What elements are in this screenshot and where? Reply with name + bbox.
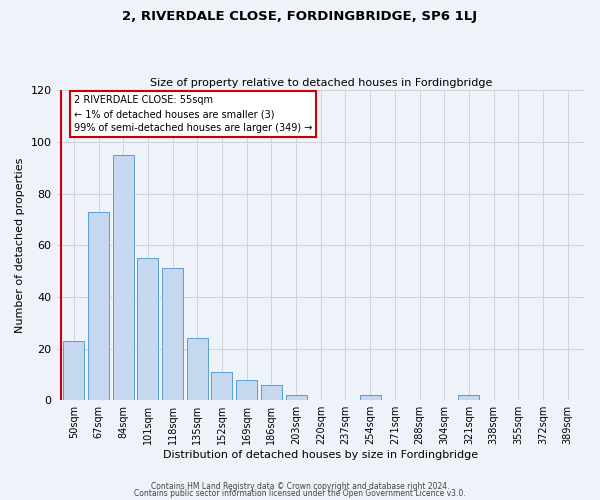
Bar bbox=[162, 268, 183, 400]
Bar bbox=[64, 341, 85, 400]
Bar bbox=[187, 338, 208, 400]
Y-axis label: Number of detached properties: Number of detached properties bbox=[15, 158, 25, 333]
Title: Size of property relative to detached houses in Fordingbridge: Size of property relative to detached ho… bbox=[149, 78, 492, 88]
Bar bbox=[137, 258, 158, 400]
Bar bbox=[286, 395, 307, 400]
Bar bbox=[211, 372, 232, 400]
X-axis label: Distribution of detached houses by size in Fordingbridge: Distribution of detached houses by size … bbox=[163, 450, 478, 460]
Bar bbox=[261, 384, 282, 400]
Bar bbox=[359, 395, 380, 400]
Text: Contains HM Land Registry data © Crown copyright and database right 2024.: Contains HM Land Registry data © Crown c… bbox=[151, 482, 449, 491]
Text: 2, RIVERDALE CLOSE, FORDINGBRIDGE, SP6 1LJ: 2, RIVERDALE CLOSE, FORDINGBRIDGE, SP6 1… bbox=[122, 10, 478, 23]
Text: Contains public sector information licensed under the Open Government Licence v3: Contains public sector information licen… bbox=[134, 490, 466, 498]
Bar bbox=[236, 380, 257, 400]
Text: 2 RIVERDALE CLOSE: 55sqm
← 1% of detached houses are smaller (3)
99% of semi-det: 2 RIVERDALE CLOSE: 55sqm ← 1% of detache… bbox=[74, 96, 312, 134]
Bar bbox=[88, 212, 109, 400]
Bar bbox=[458, 395, 479, 400]
Bar bbox=[113, 155, 134, 400]
